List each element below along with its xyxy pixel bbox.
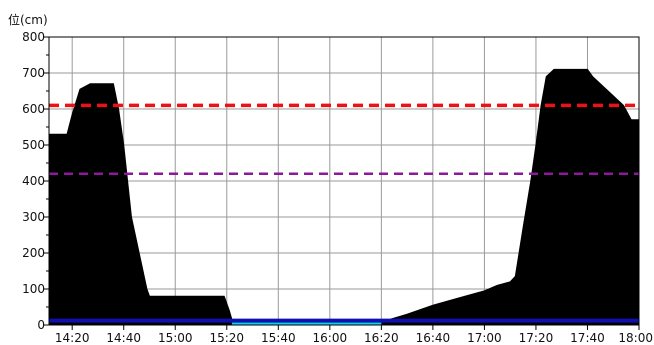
y-tick-label: 300 <box>22 210 45 224</box>
y-tick-label: 0 <box>37 318 45 332</box>
x-tick-label: 15:20 <box>209 331 244 345</box>
y-tick-label: 500 <box>22 138 45 152</box>
y-tick-label: 100 <box>22 282 45 296</box>
x-tick-label: 15:40 <box>261 331 296 345</box>
y-tick-label: 200 <box>22 246 45 260</box>
x-tick-label: 14:40 <box>106 331 141 345</box>
y-tick-label: 400 <box>22 174 45 188</box>
x-tick-label: 16:40 <box>416 331 451 345</box>
x-tick-label: 17:20 <box>519 331 554 345</box>
x-tick-label: 16:20 <box>364 331 399 345</box>
reference-lines <box>49 103 639 176</box>
x-tick-label: 17:40 <box>570 331 605 345</box>
axes: 0 100 200 300 400 500 600 700 800 14:20 14:40 15:00… <box>22 30 653 345</box>
x-tick-label: 14:20 <box>55 331 90 345</box>
x-tick-label: 17:00 <box>467 331 502 345</box>
y-tick-label: 600 <box>22 102 45 116</box>
level-area <box>48 68 640 326</box>
x-tick-label: 18:00 <box>618 331 653 345</box>
grid <box>49 36 640 326</box>
y-tick-label: 700 <box>22 66 45 80</box>
data-layer <box>48 68 640 326</box>
x-tick-label: 15:00 <box>158 331 193 345</box>
y-unit-label: 位(cm) <box>8 12 48 27</box>
y-tick-label: 800 <box>22 30 45 44</box>
x-tick-label: 16:00 <box>313 331 348 345</box>
